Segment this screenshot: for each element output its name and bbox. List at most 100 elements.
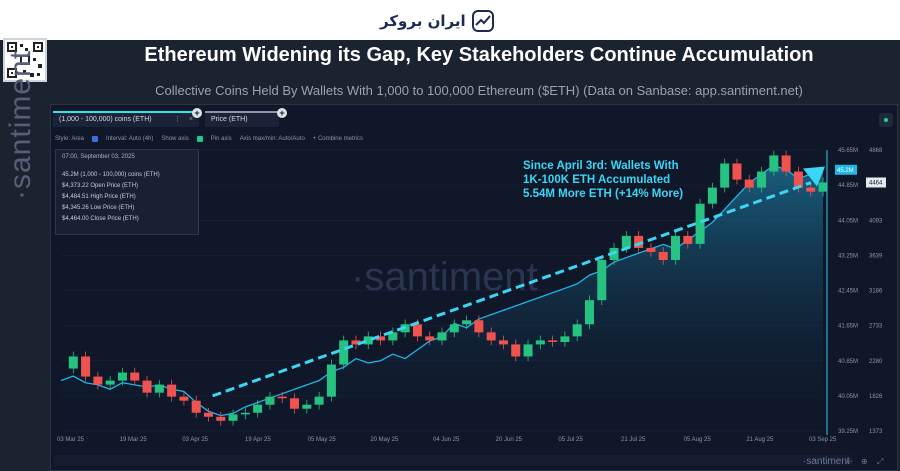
tab-price[interactable]: Price (ETH): [205, 111, 279, 127]
brand-name: ایران بروکر: [380, 12, 466, 30]
more-icon[interactable]: ⋮: [174, 116, 181, 123]
chart-title: Ethereum Widening its Gap, Key Stakehold…: [144, 44, 814, 66]
tooltip-row: $4,373.22 Open Price (ETH): [62, 183, 139, 189]
x-tick-label: 05 May 25: [308, 437, 337, 443]
candle-body: [498, 340, 508, 345]
corner-watermark: ·santiment·: [803, 456, 853, 467]
close-icon[interactable]: ×: [188, 116, 193, 123]
y-tick-label-right: 1373: [869, 429, 883, 435]
candle-body: [130, 372, 140, 381]
tab-price-label: Price (ETH): [211, 116, 248, 123]
x-tick-label: 05 Jul 25: [558, 437, 583, 443]
x-tick-label: 21 Jul 25: [621, 437, 646, 443]
navigator-strip[interactable]: [54, 455, 852, 465]
candle-body: [376, 336, 386, 341]
candle-body: [695, 203, 705, 244]
candle-body: [621, 235, 631, 248]
brand-logo-icon: [471, 10, 494, 32]
x-tick-label: 03 Apr 25: [182, 437, 208, 443]
search-icon[interactable]: ⌕: [846, 457, 850, 466]
candle-body: [548, 340, 558, 342]
x-tick-label: 20 Jun 25: [496, 437, 523, 443]
x-tick-label: 19 Mar 25: [120, 437, 148, 443]
fullscreen-icon[interactable]: ⤢: [876, 457, 883, 466]
candle-body: [720, 163, 730, 188]
color-swatch-icon[interactable]: [92, 136, 99, 142]
tooltip-date: 07:00, September 03, 2025: [62, 154, 135, 160]
candle-body: [437, 332, 447, 341]
candle-body: [646, 247, 656, 252]
y-tick-label-right: 4868: [869, 148, 883, 154]
tooltip-row: $4,345.26 Low Price (ETH): [62, 205, 135, 211]
candle-body: [449, 324, 459, 333]
y-tick-label-left: 40.05M: [838, 394, 858, 400]
x-tick-label: 03 Sep 25: [809, 437, 837, 443]
candle-body: [179, 396, 189, 401]
candle-body: [142, 380, 152, 393]
candle-body: [707, 187, 717, 204]
x-tick-label: 04 Jun 25: [433, 437, 460, 443]
trend-arrow-head: [803, 166, 825, 187]
axis-minmax-selector[interactable]: Axis max/min: Auto/Auto: [239, 136, 305, 142]
add-metric-icon[interactable]: +: [192, 108, 202, 118]
add-metric-icon-2[interactable]: +: [277, 108, 287, 118]
y-tick-label-right: 4093: [869, 218, 883, 224]
candle-body: [290, 398, 300, 409]
top-bar: ایران بروکر: [0, 0, 900, 40]
tooltip-row: $4,464.00 Close Price (ETH): [62, 216, 139, 222]
candle-body: [277, 396, 287, 399]
settings-icon[interactable]: [879, 113, 893, 127]
y-tick-label-right: 2733: [869, 324, 883, 330]
interval-selector[interactable]: Interval: Auto (4h): [106, 136, 154, 142]
tooltip-row: 45.2M (1,000 - 100,000) coins (ETH): [62, 172, 160, 178]
annotation-line: 5.54M More ETH (+14% More): [523, 188, 683, 200]
zoom-icon[interactable]: ⊕: [861, 457, 868, 466]
candle-body: [412, 324, 422, 337]
tab-holdings-label: (1,000 - 100,000) coins (ETH): [59, 116, 152, 123]
current-price-label: 4464: [869, 180, 883, 186]
x-tick-label: 20 May 25: [370, 437, 399, 443]
y-tick-label-right: 3639: [869, 253, 883, 259]
price-candles: [68, 150, 828, 426]
pin-axis-toggle[interactable]: Pin axis: [210, 136, 232, 142]
x-tick-label: 21 Aug 25: [746, 437, 774, 443]
candle-body: [191, 400, 201, 413]
trend-arrow-line: [212, 181, 812, 398]
chart-canvas: ·santiment Since April 3rd: Wallets With…: [54, 148, 886, 467]
annotation-line: Since April 3rd: Wallets With: [523, 160, 679, 172]
candle-body: [253, 404, 263, 413]
vertical-watermark: ·santiment: [4, 49, 37, 200]
candle-body: [597, 259, 607, 301]
x-tick-label: 05 Aug 25: [684, 437, 712, 443]
y-tick-label-left: 45.65M: [838, 148, 858, 154]
annotation-line: 1K-100K ETH Accumulated: [523, 174, 670, 186]
style-selector[interactable]: Style: Area: [55, 136, 85, 142]
candle-body: [474, 320, 484, 333]
tooltip-row: $4,484.51 High Price (ETH): [62, 194, 136, 200]
candle-body: [203, 412, 213, 417]
candle-body: [228, 414, 238, 421]
tab-holdings[interactable]: (1,000 - 100,000) coins (ETH) ⋮ ×: [53, 111, 199, 127]
candle-body: [793, 171, 803, 188]
combine-metrics-button[interactable]: + Combine metrics: [312, 136, 363, 142]
candle-body: [671, 235, 681, 260]
candle-body: [105, 380, 115, 385]
chart-subtitle: Collective Coins Held By Wallets With 1,…: [155, 83, 803, 98]
candle-body: [314, 396, 324, 405]
candle-body: [584, 300, 594, 325]
candle-body: [523, 344, 533, 357]
candle-body: [462, 320, 472, 325]
candle-body: [560, 336, 570, 342]
candle-body: [744, 179, 754, 188]
y-tick-label-right: 1826: [869, 394, 883, 400]
candle-body: [302, 404, 312, 409]
candle-body: [781, 155, 791, 172]
y-tick-label-right: 3186: [869, 289, 883, 295]
checkbox-icon[interactable]: [196, 136, 203, 142]
candle-body: [81, 356, 91, 377]
candle-body: [818, 182, 828, 192]
show-axis-toggle[interactable]: Show axis: [161, 136, 189, 142]
candle-body: [535, 340, 545, 345]
brand[interactable]: ایران بروکر: [380, 8, 530, 34]
